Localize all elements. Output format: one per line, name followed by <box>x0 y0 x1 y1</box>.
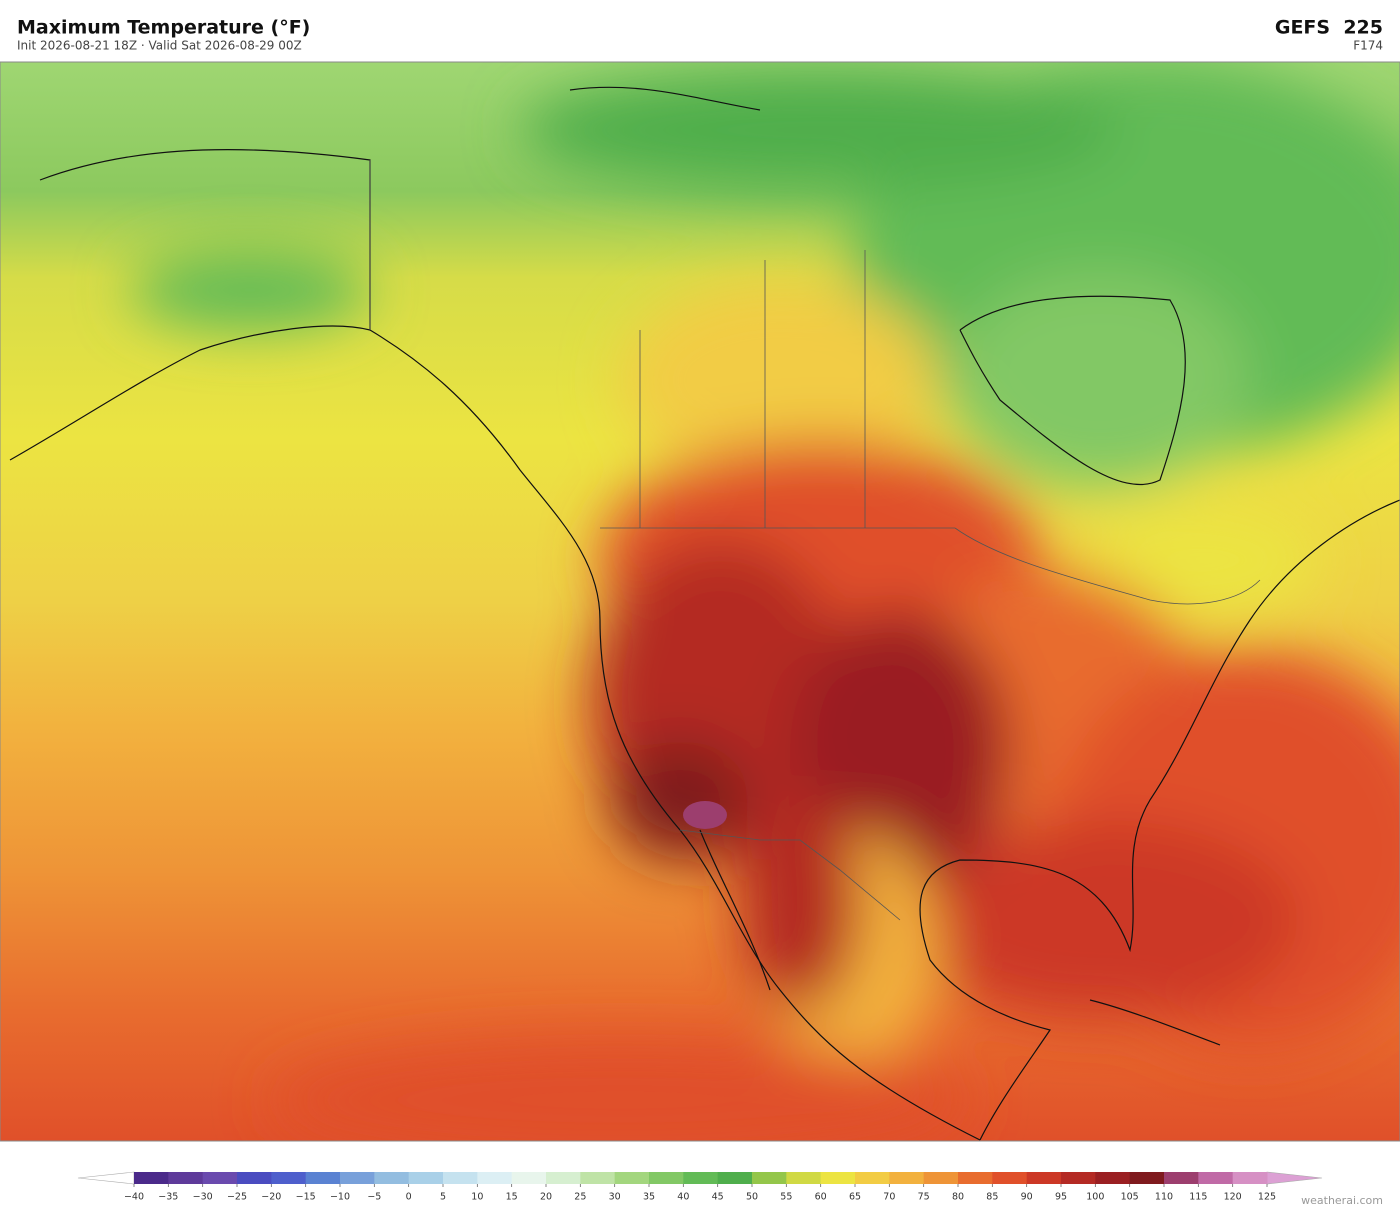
subtitle: Init 2026-08-21 18Z · Valid Sat 2026-08-… <box>17 39 302 53</box>
colorbar-tick-label: 50 <box>746 1192 758 1203</box>
colorbar-bin <box>717 1172 753 1184</box>
colorbar-bin <box>855 1172 890 1184</box>
temperature-field <box>130 62 1400 1141</box>
colorbar-tick-label: 115 <box>1189 1192 1207 1203</box>
colorbar-bin <box>820 1172 856 1184</box>
colorbar-tick-label: 15 <box>506 1192 518 1203</box>
forecast-hour: F174 <box>1353 39 1383 53</box>
colorbar-bin <box>374 1172 410 1184</box>
colorbar-bin <box>752 1172 787 1184</box>
colorbar-bin <box>1164 1172 1199 1184</box>
colorbar-tick-label: 45 <box>712 1192 724 1203</box>
colorbar-tick-label: 110 <box>1155 1192 1173 1203</box>
model-label: GEFS 225 <box>1275 17 1383 39</box>
colorbar-bin <box>992 1172 1028 1184</box>
colorbar-tick-label: 85 <box>986 1192 998 1203</box>
borders <box>369 160 1261 921</box>
colorbar-bin <box>305 1172 341 1184</box>
colorbar-bin <box>168 1172 204 1184</box>
colorbar-tick-label: 25 <box>574 1192 586 1203</box>
colorbar-tick-label: −10 <box>330 1192 350 1203</box>
colorbar-tick-label: −35 <box>158 1192 178 1203</box>
colorbar-tick-label: −15 <box>296 1192 316 1203</box>
colorbar-bin <box>511 1172 547 1184</box>
colorbar-bin <box>1061 1172 1096 1184</box>
colorbar-bin <box>649 1172 684 1184</box>
colorbar-tick-label: 40 <box>677 1192 689 1203</box>
colorbar-tick-label: −25 <box>227 1192 247 1203</box>
colorbar-bin <box>1026 1172 1062 1184</box>
colorbar: −40 −35 −30 −25 −20 −15 −10 −5 0 5 10 15 20 25 30 35 40 4… <box>77 1171 1323 1203</box>
colorbar-bin <box>546 1172 581 1184</box>
colorbar-bin <box>237 1172 272 1184</box>
colorbar-bin <box>683 1172 719 1184</box>
colorbar-tick-label: 75 <box>918 1192 930 1203</box>
colorbar-tick-label: −40 <box>124 1192 144 1203</box>
colorbar-tick-label: 0 <box>406 1192 412 1203</box>
colorbar-tick-label: 125 <box>1258 1192 1276 1203</box>
colorbar-tick-label: −5 <box>367 1192 381 1203</box>
colorbar-tick-label: 95 <box>1055 1192 1067 1203</box>
colorbar-bin <box>1198 1172 1234 1184</box>
colorbar-tick-label: 120 <box>1224 1192 1242 1203</box>
colorbar-bin <box>271 1172 307 1184</box>
colorbar-bin <box>958 1172 993 1184</box>
coastlines <box>9 86 1400 1141</box>
colorbar-tick-label: 55 <box>780 1192 792 1203</box>
hot-spot <box>683 801 727 829</box>
colorbar-bin <box>1232 1172 1268 1184</box>
title: Maximum Temperature (°F) <box>17 17 310 39</box>
colorbar-tick-label: 100 <box>1086 1192 1104 1203</box>
colorbar-tick-label: 90 <box>1021 1192 1033 1203</box>
colorbar-bin <box>202 1172 238 1184</box>
colorbar-bin <box>923 1172 959 1184</box>
colorbar-tick-label: 105 <box>1121 1192 1139 1203</box>
colorbar-bin <box>1095 1172 1131 1184</box>
colorbar-tick-label: −30 <box>193 1192 213 1203</box>
colorbar-bin <box>134 1172 169 1184</box>
colorbar-tick-label: 65 <box>849 1192 861 1203</box>
colorbar-bin <box>443 1172 478 1184</box>
colorbar-tick-label: −20 <box>261 1192 281 1203</box>
colorbar-tick-label: 80 <box>952 1192 964 1203</box>
colorbar-tick-label: 60 <box>815 1192 827 1203</box>
colorbar-tick-label: 20 <box>540 1192 552 1203</box>
map-frame <box>0 61 1400 1142</box>
colorbar-bin <box>340 1172 375 1184</box>
colorbar-tick-label: 70 <box>883 1192 895 1203</box>
colorbar-bin <box>477 1172 513 1184</box>
colorbar-bin <box>408 1172 444 1184</box>
colorbar-tick-label: 35 <box>643 1192 655 1203</box>
credit: weatherai.com <box>1301 1194 1383 1207</box>
colorbar-under <box>77 1171 135 1185</box>
colorbar-bin <box>1129 1172 1165 1184</box>
colorbar-over <box>1266 1171 1323 1185</box>
map <box>0 62 1400 1141</box>
colorbar-bin <box>786 1172 822 1184</box>
colorbar-tick-label: 5 <box>440 1192 446 1203</box>
colorbar-tick-label: 10 <box>471 1192 483 1203</box>
colorbar-bin <box>614 1172 650 1184</box>
colorbar-bin <box>889 1172 925 1184</box>
colorbar-bin <box>580 1172 616 1184</box>
colorbar-tick-label: 30 <box>609 1192 621 1203</box>
